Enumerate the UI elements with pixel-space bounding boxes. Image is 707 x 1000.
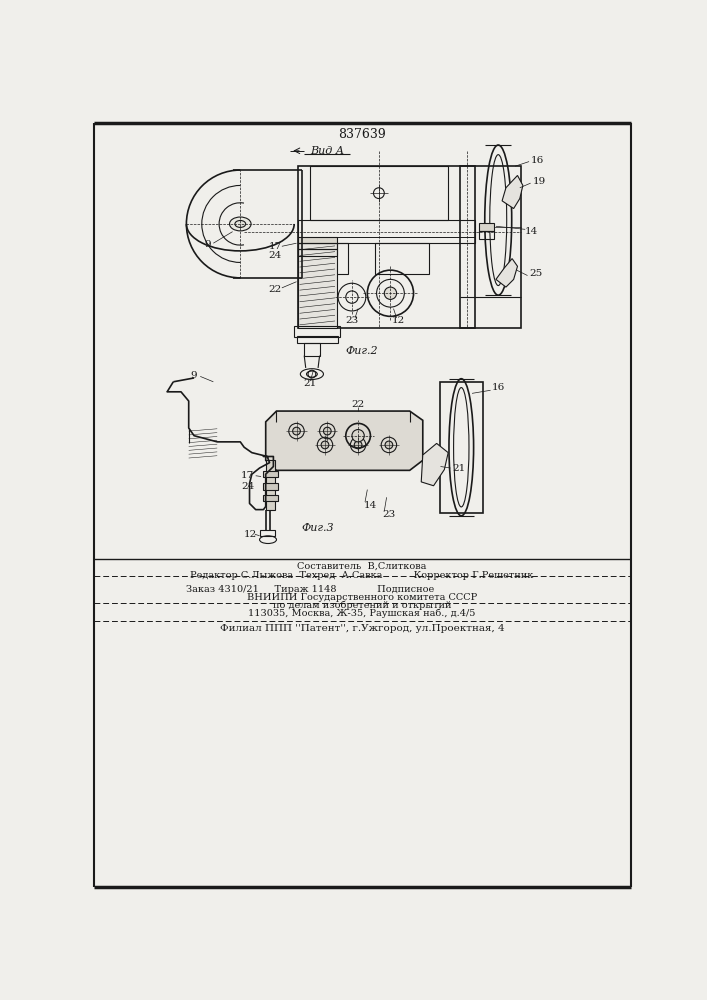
- Bar: [460, 166, 521, 328]
- Circle shape: [321, 441, 329, 449]
- Text: Составитель  В,Слиткова: Составитель В,Слиткова: [297, 561, 426, 570]
- Bar: [375, 243, 429, 274]
- Text: 25: 25: [529, 269, 542, 278]
- Ellipse shape: [235, 220, 246, 227]
- Text: Фиг.2: Фиг.2: [346, 346, 378, 356]
- Bar: [298, 220, 475, 243]
- Polygon shape: [266, 411, 423, 470]
- Bar: [310, 166, 448, 220]
- Bar: [298, 243, 337, 249]
- Bar: [296, 336, 338, 343]
- Bar: [298, 249, 337, 256]
- Bar: [479, 231, 494, 239]
- Text: 16: 16: [530, 156, 544, 165]
- Text: 22: 22: [269, 285, 282, 294]
- Text: Редактор С.Лыжова  Техред  А.Савка          Корректор Г.Решетник: Редактор С.Лыжова Техред А.Савка Коррект…: [190, 571, 534, 580]
- Polygon shape: [502, 175, 523, 209]
- Text: по делам изобретений и открытий: по делам изобретений и открытий: [273, 600, 451, 610]
- Text: 12: 12: [244, 530, 257, 539]
- Text: 17: 17: [241, 471, 255, 480]
- Text: 22: 22: [351, 400, 365, 409]
- Text: Заказ 4310/21     Тираж 1148             Подписное: Заказ 4310/21 Тираж 1148 Подписное: [187, 585, 435, 594]
- Text: 24: 24: [269, 251, 282, 260]
- Bar: [310, 243, 348, 274]
- Bar: [304, 343, 320, 356]
- Text: Фиг.3: Фиг.3: [301, 523, 334, 533]
- Bar: [262, 483, 278, 490]
- Circle shape: [352, 430, 364, 442]
- Text: 16: 16: [492, 383, 506, 392]
- Bar: [259, 530, 275, 536]
- Bar: [298, 243, 337, 328]
- Polygon shape: [496, 259, 518, 287]
- Text: 113035, Москва, Ж-35, Раушская наб., д.4/5: 113035, Москва, Ж-35, Раушская наб., д.4…: [248, 608, 476, 618]
- Bar: [479, 223, 494, 231]
- Text: 9: 9: [190, 371, 197, 380]
- Text: 19: 19: [533, 177, 546, 186]
- Text: 14: 14: [363, 500, 377, 510]
- Polygon shape: [421, 443, 448, 486]
- Text: 9: 9: [204, 240, 211, 249]
- Text: 12: 12: [392, 316, 405, 325]
- Text: 14: 14: [525, 227, 539, 236]
- Bar: [266, 460, 275, 510]
- Bar: [262, 495, 278, 501]
- Circle shape: [354, 441, 362, 449]
- Bar: [298, 237, 337, 243]
- Text: Филиал ППП ''Патент'', г.Ужгород, ул.Проектная, 4: Филиал ППП ''Патент'', г.Ужгород, ул.Про…: [220, 624, 504, 633]
- Text: 21: 21: [304, 379, 317, 388]
- Text: 23: 23: [382, 510, 396, 519]
- Text: 21: 21: [452, 464, 465, 473]
- Bar: [294, 326, 340, 337]
- Text: 24: 24: [241, 482, 255, 491]
- Circle shape: [385, 441, 393, 449]
- Ellipse shape: [230, 217, 251, 231]
- Text: 837639: 837639: [338, 128, 386, 141]
- Circle shape: [385, 287, 397, 299]
- Circle shape: [293, 427, 300, 435]
- Bar: [440, 382, 483, 513]
- Text: ВНИИПИ Государственного комитета СССР: ВНИИПИ Государственного комитета СССР: [247, 593, 477, 602]
- Text: 23: 23: [345, 316, 358, 325]
- Text: 17: 17: [269, 242, 282, 251]
- Bar: [298, 166, 475, 328]
- Circle shape: [324, 427, 331, 435]
- Bar: [262, 471, 278, 477]
- Text: Вид А: Вид А: [310, 146, 344, 156]
